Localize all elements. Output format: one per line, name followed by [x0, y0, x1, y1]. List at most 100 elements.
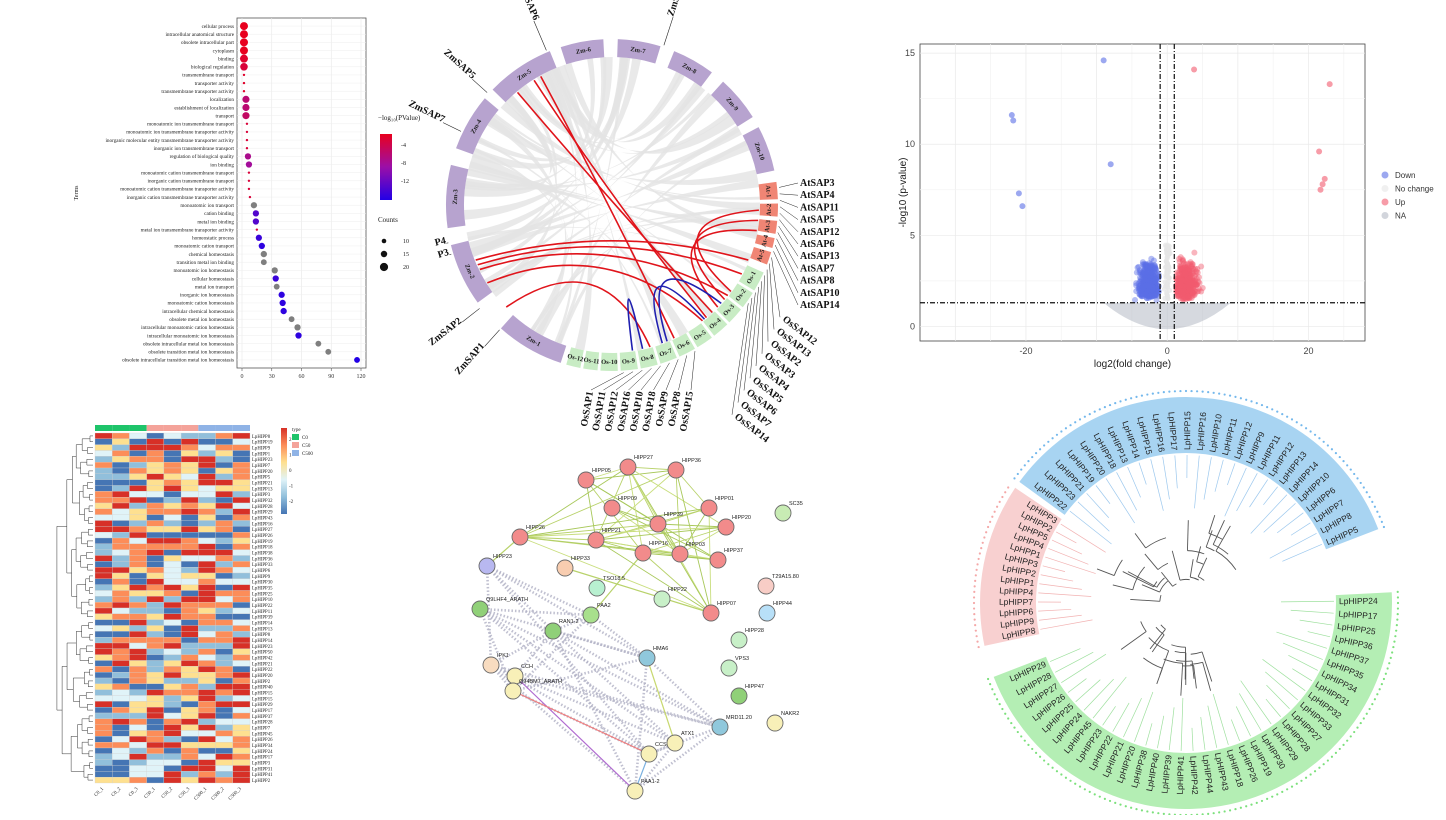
- x-tick-label: 30: [269, 374, 275, 380]
- network-edge: [553, 631, 647, 658]
- heatmap-cell: [164, 451, 181, 457]
- column-group-bar: [181, 425, 198, 431]
- heatmap-cell: [129, 491, 146, 497]
- heatmap-cell: [147, 777, 164, 783]
- heatmap-cell: [181, 649, 198, 655]
- outer-dot: [982, 542, 984, 544]
- gene-point: [1322, 176, 1328, 182]
- heatmap-cell: [147, 690, 164, 696]
- tree-branch: [1213, 520, 1224, 544]
- leaf-branch: [1038, 593, 1091, 597]
- heatmap-cell: [164, 754, 181, 760]
- tree-arc: [1187, 551, 1204, 554]
- heatmap-cell: [181, 713, 198, 719]
- gene-leader: [654, 363, 670, 390]
- leaf-branch: [1292, 669, 1312, 681]
- heatmap-cell: [164, 468, 181, 474]
- outer-dot: [1342, 460, 1344, 462]
- outer-dot: [1013, 727, 1015, 729]
- outer-dot: [1207, 391, 1209, 393]
- heatmap-cell: [164, 509, 181, 515]
- row-label: LpHIPP27: [252, 528, 273, 533]
- heatmap-cell: [164, 515, 181, 521]
- leaf-branch: [1291, 523, 1310, 535]
- heatmap-cell: [129, 451, 146, 457]
- heatmap-cell: [147, 573, 164, 579]
- row-label: LpHIPP7: [252, 464, 271, 469]
- heatmap-cell: [233, 486, 250, 492]
- column-label: C500_3: [228, 787, 243, 802]
- heatmap-cell: [95, 526, 112, 532]
- leaf-branch: [1084, 679, 1114, 710]
- heatmap-cell: [112, 620, 129, 626]
- heatmap-cell: [233, 684, 250, 690]
- heatmap-cell: [233, 661, 250, 667]
- heatmap-cell: [129, 602, 146, 608]
- network-node: [710, 552, 726, 568]
- tree-branch: [1150, 629, 1165, 649]
- network-node: [758, 578, 774, 594]
- heatmap-cell: [164, 596, 181, 602]
- outer-dot: [1130, 807, 1132, 809]
- outer-dot: [1013, 477, 1015, 479]
- row-label: LpHIPP50: [252, 651, 273, 656]
- outer-dot: [1074, 783, 1076, 785]
- heatmap-cell: [95, 701, 112, 707]
- heatmap-cell: [216, 550, 233, 556]
- outer-dot: [1119, 400, 1121, 402]
- heatmap-cell: [233, 579, 250, 585]
- heatmap-cell: [181, 643, 198, 649]
- heatmap-cell: [147, 655, 164, 661]
- term-label: obsolete transition metal ion homeostasi…: [148, 350, 234, 356]
- term-dot: [248, 171, 250, 173]
- heatmap-cell: [216, 736, 233, 742]
- heatmap-cell: [129, 474, 146, 480]
- heatmap-cell: [198, 771, 215, 777]
- outer-dot: [1291, 418, 1293, 420]
- term-dot: [354, 357, 360, 363]
- term-label: obsolete intracellular transition metal …: [122, 358, 234, 364]
- heatmap-cell: [216, 696, 233, 702]
- colorbar-title: −log₁₀(PValue): [378, 114, 421, 122]
- heatmap-cell: [95, 532, 112, 538]
- heatmap-cell: [112, 573, 129, 579]
- outer-dot: [1286, 416, 1288, 418]
- network-node: [604, 500, 620, 516]
- outer-dot: [1266, 798, 1268, 800]
- outer-dot: [1213, 812, 1215, 814]
- heatmap-cell: [216, 731, 233, 737]
- outer-dot: [1392, 646, 1394, 648]
- tree-branch: [1135, 533, 1146, 548]
- term-label: ion binding: [210, 162, 234, 168]
- gene-point: [1327, 81, 1333, 87]
- heatmap-cell: [164, 637, 181, 643]
- heatmap-cell: [147, 736, 164, 742]
- gene-point: [1174, 293, 1180, 299]
- outer-dot: [974, 619, 976, 621]
- heatmap-cell: [95, 696, 112, 702]
- heatmap-cell: [181, 602, 198, 608]
- row-label: LpHIPP25: [252, 592, 273, 597]
- right-gene-label: AtSAP10: [800, 288, 839, 299]
- outer-dot: [1039, 448, 1041, 450]
- dendrogram-branch: [89, 506, 93, 512]
- leaf-branch: [1078, 502, 1109, 531]
- heatmap-cell: [181, 707, 198, 713]
- term-label: cytoplasm: [213, 48, 234, 54]
- heatmap-cell: [147, 439, 164, 445]
- outer-dot: [1366, 491, 1368, 493]
- heatmap-cell: [216, 579, 233, 585]
- outer-dot: [1339, 456, 1341, 458]
- legend-swatch: [292, 450, 299, 456]
- outer-dot: [1202, 391, 1204, 393]
- dendrogram-branch: [80, 649, 89, 661]
- term-dot: [240, 22, 248, 30]
- node-label: HIPP47: [745, 684, 764, 690]
- heatmap-cell: [95, 486, 112, 492]
- heatmap-cell: [181, 567, 198, 573]
- heatmap-cell: [112, 777, 129, 783]
- gene-label: ZmSAP2: [427, 316, 464, 349]
- legend-swatch: [1382, 172, 1389, 179]
- row-label: LpHIPP38: [252, 552, 273, 557]
- heatmap-cell: [216, 777, 233, 783]
